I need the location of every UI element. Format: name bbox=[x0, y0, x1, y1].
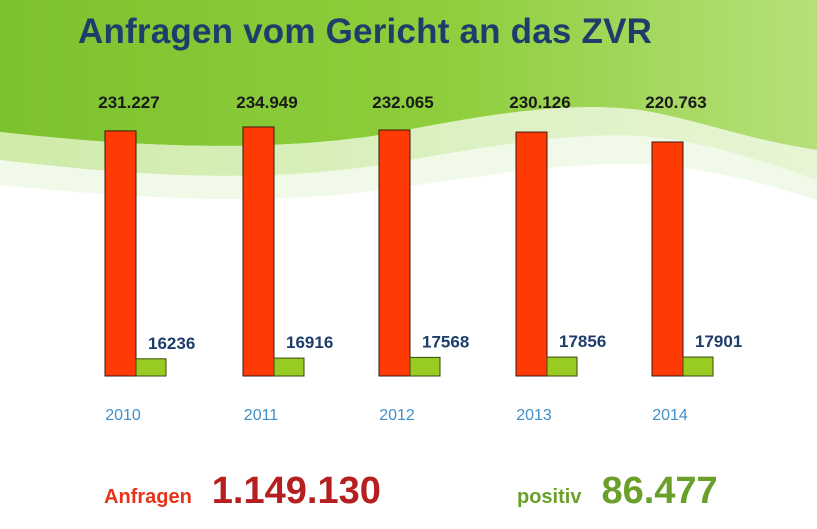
label-anfragen-2014: 220.763 bbox=[645, 93, 706, 112]
summary-positiv: positiv 86.477 bbox=[517, 470, 718, 513]
bar-anfragen-2012 bbox=[378, 129, 411, 377]
bar-anfragen-2011 bbox=[242, 126, 275, 377]
label-positiv-2011: 16916 bbox=[286, 333, 333, 352]
summary-positiv-total: 86.477 bbox=[601, 470, 718, 512]
label-anfragen-2010: 231.227 bbox=[98, 93, 159, 112]
label-anfragen-2011: 234.949 bbox=[236, 93, 297, 112]
bar-positiv-2013 bbox=[546, 356, 578, 377]
label-positiv-2013: 17856 bbox=[559, 332, 606, 351]
summary-anfragen: Anfragen 1.149.130 bbox=[104, 470, 381, 513]
year-label-2014: 2014 bbox=[652, 407, 688, 424]
bar-positiv-2012 bbox=[409, 356, 441, 377]
label-positiv-2010: 16236 bbox=[148, 334, 195, 353]
label-positiv-2012: 17568 bbox=[422, 332, 469, 351]
label-positiv-2014: 17901 bbox=[695, 332, 742, 351]
bar-anfragen-2013 bbox=[515, 131, 548, 377]
label-anfragen-2013: 230.126 bbox=[509, 93, 570, 112]
bar-positiv-2011 bbox=[273, 357, 305, 377]
bar-anfragen-2010 bbox=[104, 130, 137, 377]
label-anfragen-2012: 232.065 bbox=[372, 93, 433, 112]
summary-anfragen-label: Anfragen bbox=[104, 486, 192, 508]
bar-anfragen-2014 bbox=[651, 141, 684, 377]
bar-positiv-2014 bbox=[682, 356, 714, 377]
summary-anfragen-total: 1.149.130 bbox=[211, 470, 381, 512]
year-label-2012: 2012 bbox=[379, 407, 415, 424]
chart-title: Anfragen vom Gericht an das ZVR bbox=[78, 12, 653, 51]
summary-positiv-label: positiv bbox=[517, 486, 582, 508]
year-label-2011: 2011 bbox=[244, 407, 279, 424]
year-label-2010: 2010 bbox=[105, 407, 141, 424]
year-label-2013: 2013 bbox=[516, 407, 552, 424]
bar-positiv-2010 bbox=[135, 358, 167, 377]
